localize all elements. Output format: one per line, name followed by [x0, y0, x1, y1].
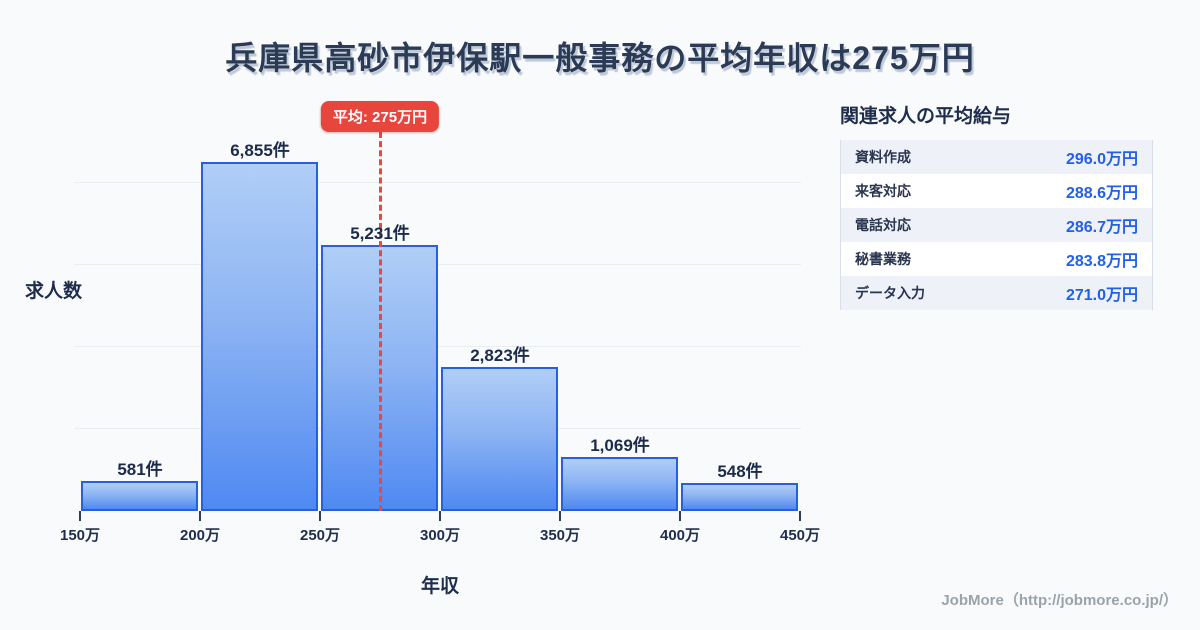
related-salary-table: 資料作成 296.0万円来客対応 288.6万円電話対応 286.7万円秘書業務 283…: [840, 140, 1153, 310]
histogram-bar: [201, 162, 318, 511]
table-row: 秘書業務 283.8万円: [841, 242, 1152, 276]
x-tick: [559, 511, 561, 521]
bar-value-label: 548件: [717, 462, 763, 481]
table-row: 電話対応 286.7万円: [841, 208, 1152, 242]
row-value: 283.8万円: [1065, 253, 1138, 270]
average-badge: 平均: 275万円: [320, 101, 440, 132]
table-row: データ入力 271.0万円: [841, 276, 1152, 310]
table-row: 資料作成 296.0万円: [841, 140, 1152, 174]
x-axis-label: 年収: [420, 576, 460, 597]
bar-value-label: 2,823件: [470, 346, 530, 365]
row-value: 286.7万円: [1065, 219, 1138, 236]
gridline: [74, 182, 801, 183]
related-panel-title: 関連求人の平均給与: [840, 106, 1012, 127]
x-tick-label: 350万: [539, 527, 581, 544]
histogram-bar: [441, 367, 558, 511]
histogram-bar: [681, 483, 798, 511]
bar-value-label: 1,069件: [590, 436, 650, 455]
row-label: 電話対応: [855, 217, 911, 233]
x-tick-label: 400万: [659, 527, 701, 544]
bar-value-label: 581件: [117, 460, 163, 479]
histogram-bar: [81, 481, 198, 511]
row-label: 資料作成: [855, 149, 911, 165]
credit-footer: JobMore（http://jobmore.co.jp/）: [941, 592, 1178, 609]
row-label: 来客対応: [855, 183, 911, 199]
average-line: [378, 132, 382, 511]
bar-value-label: 6,855件: [230, 141, 290, 160]
x-tick: [799, 511, 801, 521]
row-value: 288.6万円: [1065, 185, 1138, 202]
x-tick: [79, 511, 81, 521]
row-value: 271.0万円: [1065, 287, 1138, 304]
row-label: 秘書業務: [855, 251, 911, 267]
bar-value-label: 5,231件: [350, 224, 410, 243]
x-tick-label: 200万: [179, 527, 221, 544]
x-tick: [679, 511, 681, 521]
x-tick: [439, 511, 441, 521]
x-tick: [319, 511, 321, 521]
page-title: 兵庫県高砂市伊保駅一般事務の平均年収は275万円: [225, 40, 975, 76]
x-tick-label: 150万: [59, 527, 101, 544]
y-axis-label: 求人数: [25, 281, 83, 302]
x-tick: [199, 511, 201, 521]
histogram-bar: [561, 457, 678, 511]
row-value: 296.0万円: [1065, 151, 1138, 168]
x-tick-label: 250万: [299, 527, 341, 544]
x-tick-label: 300万: [419, 527, 461, 544]
table-row: 来客対応 288.6万円: [841, 174, 1152, 208]
x-tick-label: 450万: [779, 527, 821, 544]
row-label: データ入力: [855, 285, 925, 301]
